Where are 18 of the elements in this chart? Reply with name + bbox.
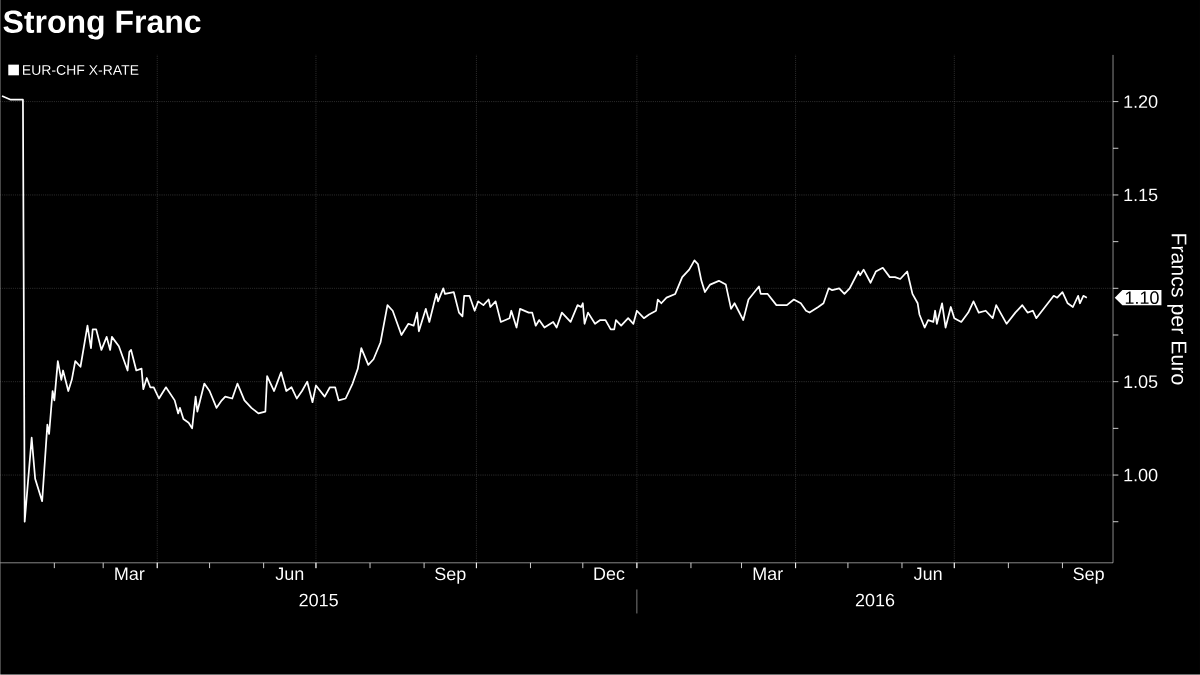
y-axis-title: Francs per Euro bbox=[1167, 234, 1187, 385]
text: 1.10 bbox=[1125, 291, 1159, 305]
text: 2016 bbox=[855, 593, 895, 607]
y-tick-label: 1.05 bbox=[1124, 375, 1158, 389]
y-tick-label: 1.20 bbox=[1124, 95, 1158, 109]
x-tick-label: Sep bbox=[1073, 567, 1104, 584]
y-tick-label: 1.00 bbox=[1124, 468, 1158, 482]
x-tick-label: Mar bbox=[115, 567, 145, 581]
x-tick-label: Sep bbox=[435, 567, 466, 584]
line-series bbox=[1, 95, 1088, 523]
x-tick-label: Jun bbox=[913, 567, 942, 581]
x-tick-label: Jun bbox=[275, 567, 304, 581]
chart-title: Strong Franc bbox=[3, 10, 201, 40]
y-tick-label: 1.15 bbox=[1124, 188, 1158, 202]
text: 2015 bbox=[299, 593, 338, 607]
legend-label: EUR-CHF X-RATE bbox=[23, 65, 139, 76]
x-tick-label: Mar bbox=[753, 567, 783, 581]
x-tick-label: Dec bbox=[594, 567, 625, 581]
